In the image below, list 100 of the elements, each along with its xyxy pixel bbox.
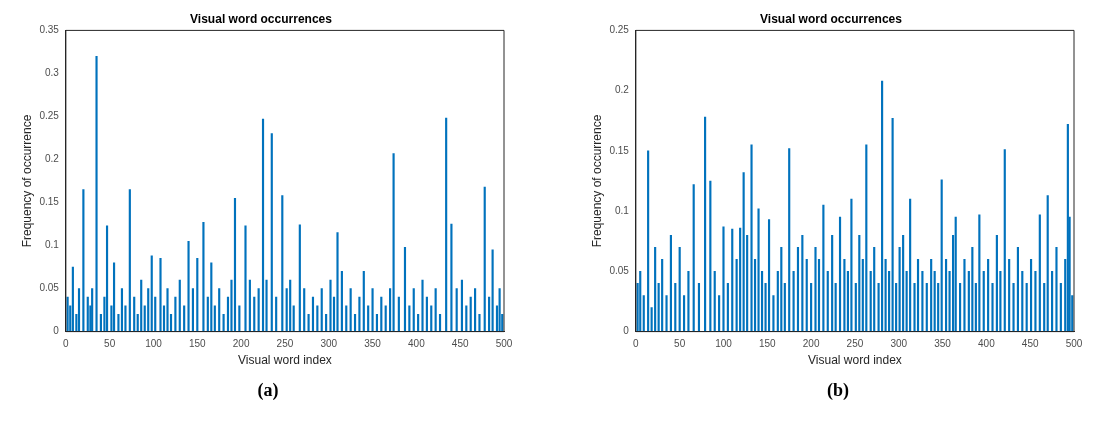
bar	[340, 271, 343, 332]
bar	[183, 305, 186, 332]
bar	[1046, 195, 1049, 332]
bar	[210, 262, 213, 332]
x-tick-label: 350	[364, 338, 382, 350]
bar	[834, 283, 837, 332]
bar	[697, 283, 701, 332]
bar	[1016, 246, 1019, 332]
bar	[930, 258, 933, 332]
bar	[822, 204, 825, 332]
x-tick-label: 300	[890, 338, 908, 350]
bar	[421, 279, 424, 332]
bar	[1008, 258, 1011, 332]
bar	[384, 305, 387, 332]
bar	[191, 288, 194, 332]
bar	[392, 153, 395, 332]
text: (a)	[257, 380, 279, 401]
bar	[858, 234, 861, 332]
x-tick-label: 200	[232, 338, 250, 350]
bar	[884, 258, 887, 332]
bar	[987, 258, 990, 332]
bar	[460, 279, 464, 332]
bar	[257, 288, 260, 332]
x-tick-label: 500	[495, 338, 513, 350]
bar	[954, 216, 957, 332]
bar	[963, 258, 966, 332]
bar	[1025, 283, 1028, 332]
bar	[213, 305, 216, 332]
x-tick-label: 50	[674, 338, 686, 350]
x-axis-title: Visual word index	[808, 353, 902, 368]
bar	[772, 295, 775, 332]
bar	[498, 288, 501, 332]
bar	[270, 133, 273, 332]
bar	[991, 283, 994, 332]
bar	[289, 279, 292, 332]
x-tick-label: 100	[715, 338, 733, 350]
bar	[358, 296, 361, 332]
bar	[647, 150, 650, 332]
bar	[674, 283, 677, 332]
x-tick-label: 450	[1021, 338, 1039, 350]
bar	[831, 234, 834, 332]
bar	[995, 234, 998, 332]
bar	[909, 198, 912, 332]
bar	[916, 258, 920, 332]
bar	[639, 271, 642, 332]
bar	[933, 271, 936, 332]
y-tick-label: 0.1	[614, 204, 630, 216]
bar	[1034, 271, 1037, 332]
bar	[873, 246, 876, 332]
x-tick-label: 250	[846, 338, 864, 350]
bar	[329, 279, 332, 332]
bar	[1029, 258, 1033, 332]
bar	[959, 283, 962, 332]
bar	[1043, 283, 1046, 332]
bar	[739, 227, 742, 332]
bar	[1051, 271, 1054, 332]
bar	[253, 296, 256, 332]
bar	[682, 295, 686, 332]
bar	[1066, 124, 1069, 332]
bar	[687, 271, 690, 332]
bar	[233, 197, 237, 332]
x-tick-label: 300	[320, 338, 338, 350]
bar	[380, 296, 383, 332]
x-tick-label: 250	[276, 338, 294, 350]
text: (b)	[827, 380, 849, 401]
y-tick-label: 0	[53, 325, 60, 337]
chart-title: Visual word occurrences	[760, 11, 903, 26]
bar	[403, 246, 407, 332]
bar	[982, 271, 985, 332]
bar	[661, 258, 664, 332]
bar	[159, 258, 162, 332]
bar	[788, 148, 791, 332]
bar	[238, 305, 241, 332]
chart-title: Visual word occurrences	[190, 11, 333, 26]
bar	[704, 116, 707, 332]
bar	[796, 246, 800, 332]
bar	[465, 305, 468, 332]
bar	[478, 314, 481, 332]
bar	[940, 179, 943, 332]
bar	[66, 296, 69, 332]
x-tick-label: 0	[633, 338, 640, 350]
bar	[971, 246, 974, 332]
bar	[944, 258, 948, 332]
x-tick-label: 450	[451, 338, 469, 350]
y-tick-label: 0.1	[44, 239, 60, 251]
bar	[692, 184, 695, 332]
x-tick-label: 400	[408, 338, 426, 350]
x-tick-label: 200	[802, 338, 820, 350]
bar	[434, 288, 437, 332]
x-tick-label: 150	[758, 338, 777, 350]
bar	[757, 208, 760, 332]
y-axis-title: Frequency of occurrence	[589, 114, 604, 248]
x-tick-label: 50	[104, 338, 116, 350]
bar	[430, 305, 433, 332]
bar	[244, 225, 247, 332]
bar	[362, 271, 365, 332]
bar	[925, 283, 928, 332]
bar	[792, 271, 795, 332]
bar	[891, 118, 894, 332]
y-tick-label: 0.25	[609, 24, 630, 36]
